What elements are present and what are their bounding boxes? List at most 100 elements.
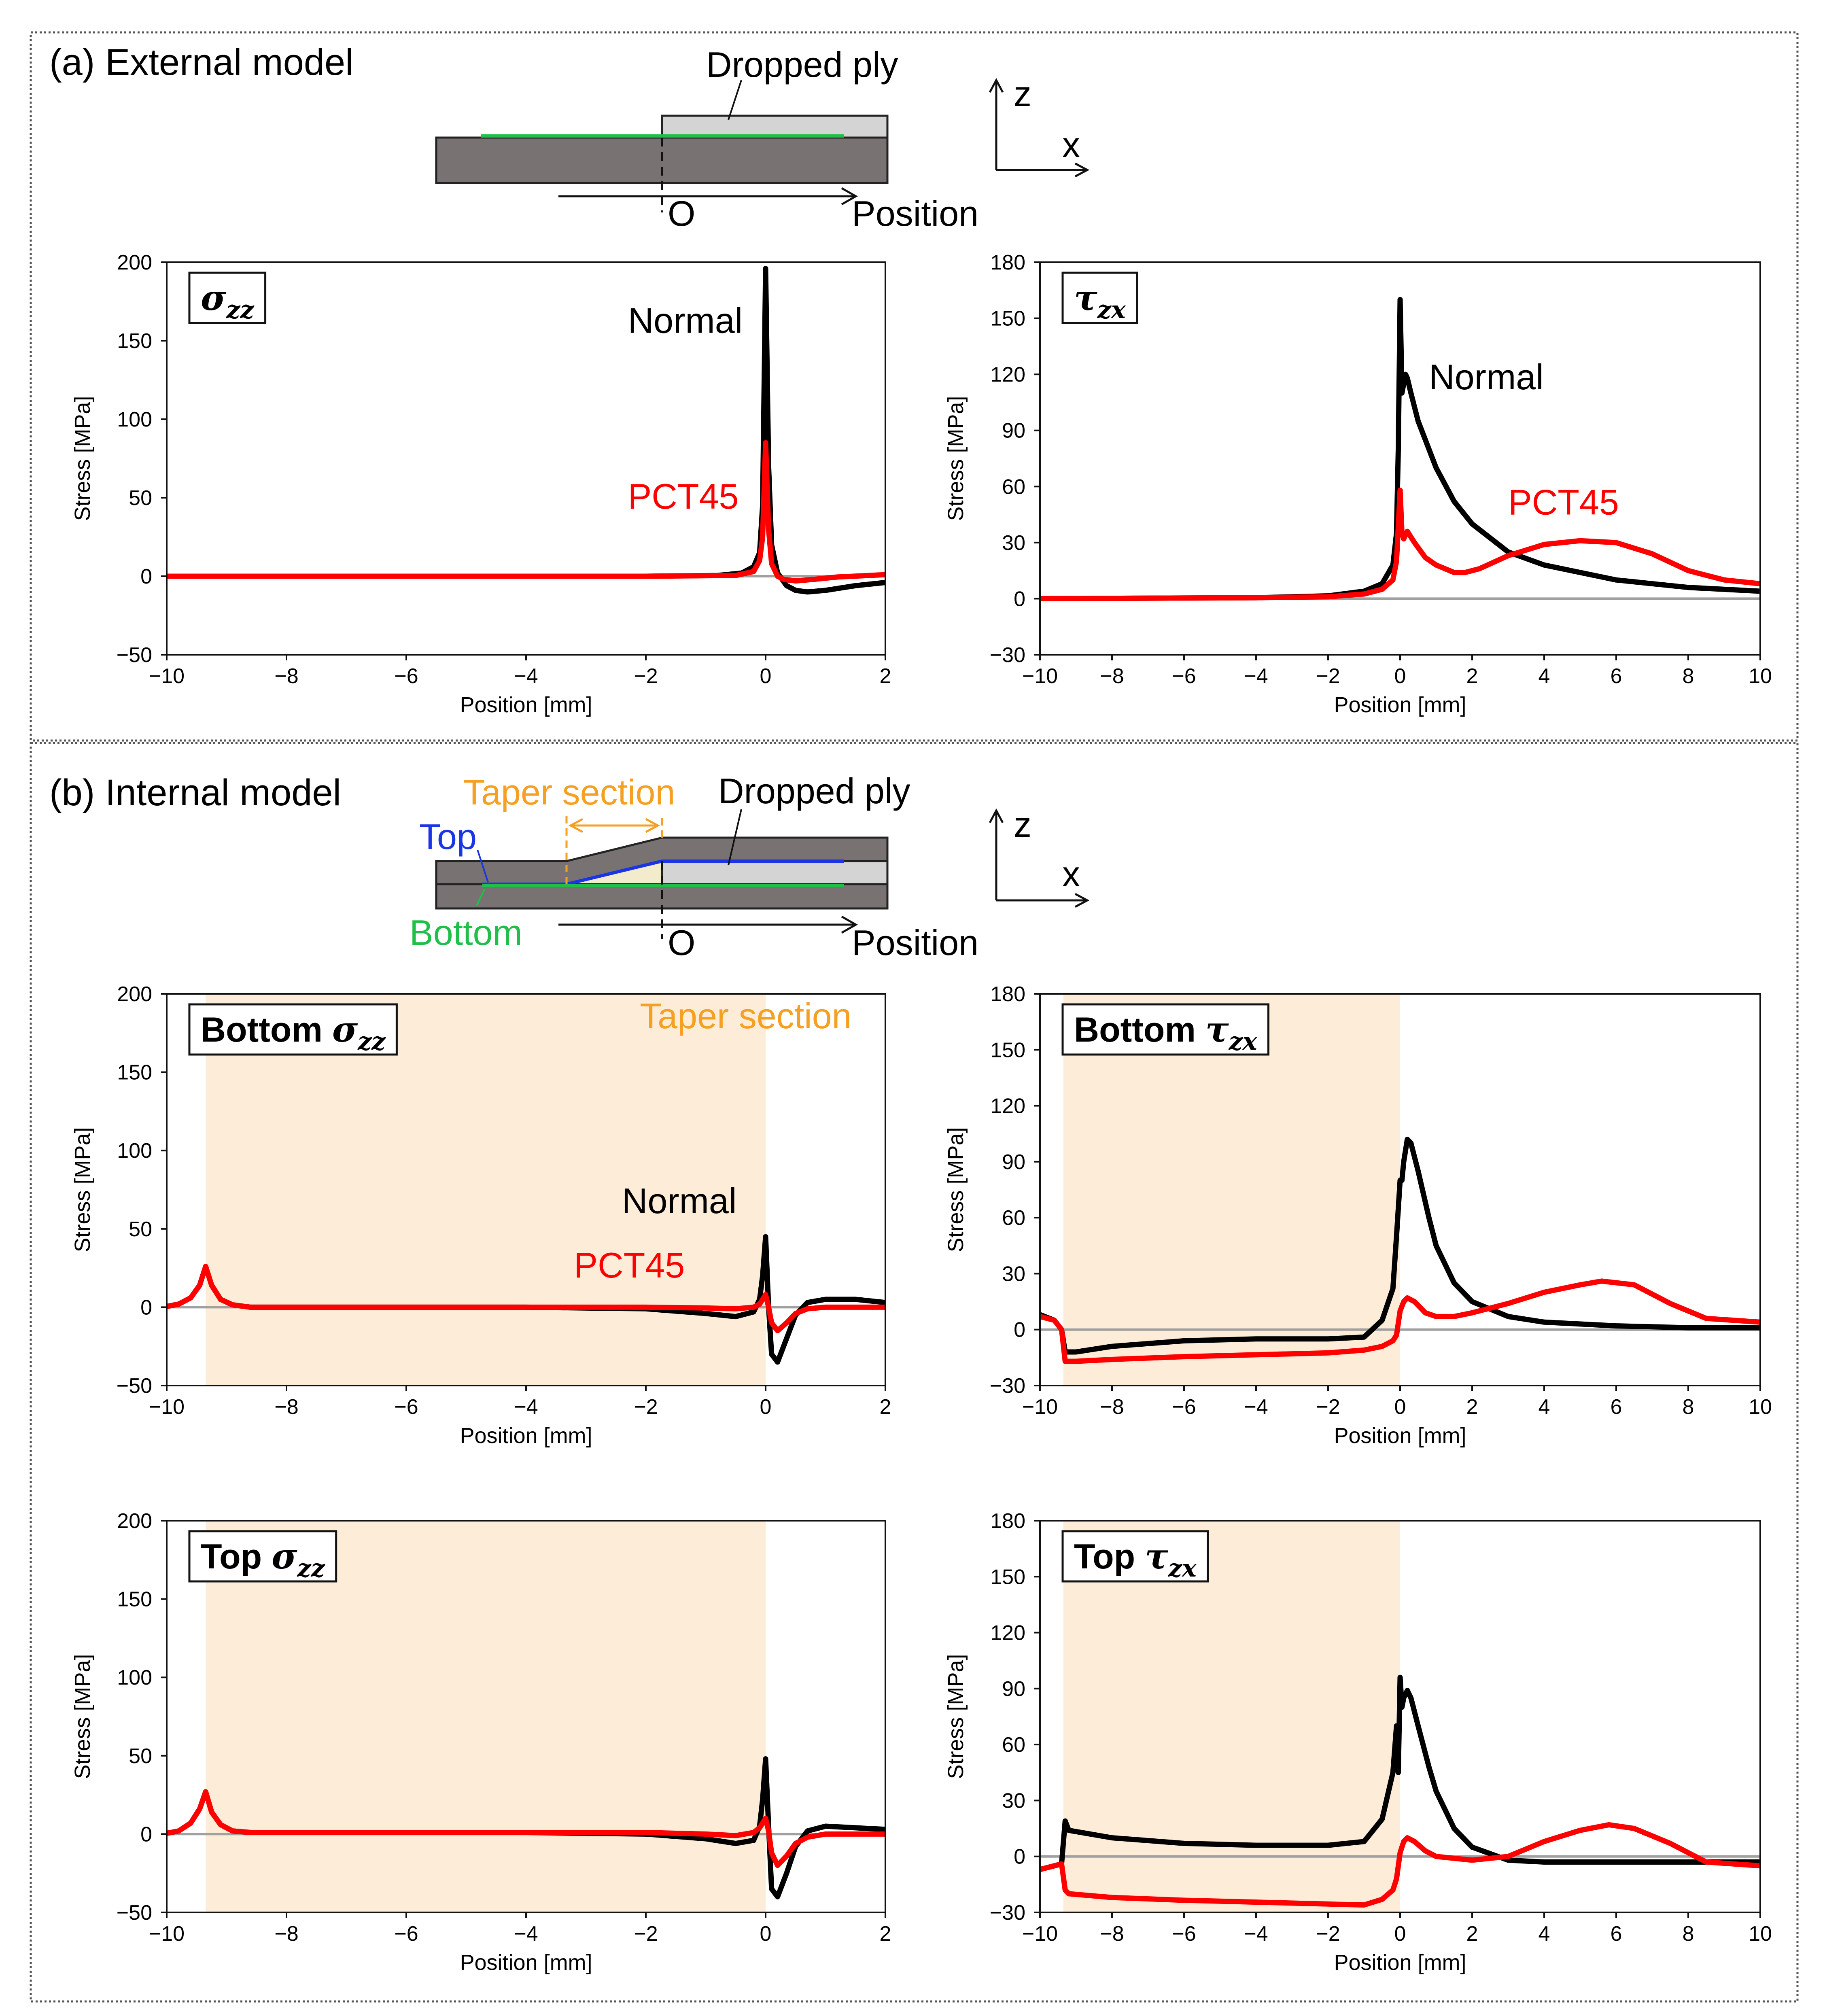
y-tick-label: 0: [140, 1296, 152, 1319]
plot-frame: [166, 261, 886, 656]
x-axis-arrowhead: [1074, 162, 1090, 178]
y-tick-label: 90: [1002, 419, 1025, 443]
y-tick-label: 30: [1002, 1789, 1025, 1812]
y-axis-label: Stress [MPa]: [944, 1654, 968, 1779]
x-tick-label: 0: [760, 1395, 772, 1419]
x-tick-label: −4: [1244, 664, 1268, 688]
y-tick-label: 120: [990, 1095, 1025, 1118]
chart-a-szz: −50 0 50 100 150 200 −10 −8 −6 −4 −2 0 2 Position [mm…: [70, 251, 891, 717]
x-tick-label: 2: [1466, 664, 1478, 688]
taper-section-band: [1063, 994, 1400, 1386]
x-tick-label: 2: [1466, 1395, 1478, 1419]
x-axis-label: Position [mm]: [460, 1950, 592, 1975]
x-axis-label: Position [mm]: [1334, 693, 1466, 717]
x-tick-label: −10: [149, 664, 185, 688]
component-box: [1061, 1003, 1270, 1056]
y-axis-label: Stress [MPa]: [944, 396, 968, 521]
y-tick-label: 30: [1002, 1262, 1025, 1286]
dropped-ply-leader: [728, 809, 742, 866]
y-tick-label: −30: [990, 1374, 1025, 1398]
x-tick-label: 4: [1539, 664, 1550, 688]
y-tick-label: 0: [140, 565, 152, 588]
x-tick-label: −6: [1172, 1922, 1196, 1946]
component-symbol: σ: [201, 278, 227, 318]
chart-b-bottom-szz: Taper section −50 0 50 100 150 200 −10 −8 −6 −4 −2 0…: [70, 983, 891, 1448]
x-tick-label: −2: [1316, 1395, 1340, 1419]
panel-b-label: (b) Internal model: [49, 772, 341, 813]
y-tick-label: 0: [1014, 1318, 1025, 1342]
z-axis-arrowhead: [989, 808, 1004, 823]
series-label-normal: Normal: [622, 1181, 737, 1221]
component-prefix: Top: [201, 1537, 272, 1576]
x-tick-label: −2: [634, 664, 658, 688]
x-axis-label: x: [1062, 854, 1080, 894]
x-tick-label: 6: [1611, 664, 1622, 688]
x-tick-label: −8: [274, 664, 298, 688]
dropped-ply-label: Dropped ply: [706, 45, 898, 85]
y-tick-label: 60: [1002, 1733, 1025, 1757]
bottom-leader: [476, 888, 486, 906]
leader-line: [728, 80, 742, 120]
external-model-schematic: Dropped ply O Position z x: [435, 45, 1090, 233]
x-tick-label: 2: [880, 1922, 891, 1946]
component-subscript: zz: [226, 296, 255, 324]
x-axis-arrowhead: [1074, 893, 1090, 908]
y-tick-label: −30: [990, 643, 1025, 667]
y-axis-label: Stress [MPa]: [70, 1654, 95, 1779]
chart-b-bottom-tzx: −30 0 30 60 90 120 150 180 −10 −8 −6 −4 −2 0 2 4 6 8 10 Pos…: [944, 983, 1772, 1448]
position-arrow-head: [841, 915, 858, 934]
y-tick-label: 150: [117, 329, 152, 353]
series-line-normal: [1040, 1674, 1760, 1872]
component-symbol: σ: [272, 1536, 297, 1577]
taper-section-band: [206, 1521, 766, 1912]
component-box: [188, 272, 267, 324]
dropped-ply-shape: [661, 860, 889, 885]
panel-a-border: [30, 31, 1799, 742]
component-prefix: Top: [1074, 1537, 1145, 1576]
x-tick-label: −8: [274, 1395, 298, 1419]
origin-label: O: [668, 193, 695, 233]
x-tick-label: 8: [1683, 1395, 1694, 1419]
x-tick-label: 2: [880, 1395, 891, 1419]
taper-span-right-head: [645, 818, 660, 833]
y-tick-label: 90: [1002, 1677, 1025, 1701]
position-arrow-head: [841, 187, 858, 206]
x-tick-label: 0: [760, 664, 772, 688]
x-tick-label: 4: [1539, 1395, 1550, 1419]
y-tick-label: 180: [990, 983, 1025, 1006]
y-tick-label: 100: [117, 1666, 152, 1689]
chart-b-top-tzx: −30 0 30 60 90 120 150 180 −10 −8 −6 −4 −2 0 2 4 6 8 10 Pos…: [944, 1509, 1772, 1975]
y-tick-label: 0: [1014, 587, 1025, 611]
series-line-pct45: [167, 1789, 885, 1868]
top-label: Top: [419, 817, 477, 857]
series-label-pct45: PCT45: [1508, 482, 1619, 522]
series-label-normal: Normal: [1429, 357, 1544, 397]
x-tick-label: −10: [149, 1922, 185, 1946]
component-title: Top σzz: [201, 1536, 326, 1583]
series-label-normal: Normal: [628, 301, 743, 341]
x-tick-label: 8: [1683, 664, 1694, 688]
chart-b-top-szz: −50 0 50 100 150 200 −10 −8 −6 −4 −2 0 2 Position [mm…: [70, 1509, 891, 1975]
x-tick-label: −2: [1316, 664, 1340, 688]
component-prefix: Bottom: [1074, 1010, 1205, 1049]
x-axis-label: Position [mm]: [460, 1424, 592, 1448]
x-tick-label: −6: [1172, 664, 1196, 688]
x-tick-label: −4: [514, 1395, 538, 1419]
component-symbol: τ: [1205, 1009, 1229, 1050]
series-line-pct45: [1040, 488, 1760, 601]
y-tick-label: 100: [117, 408, 152, 431]
y-tick-label: 180: [990, 1509, 1025, 1533]
series-line-pct45: [1040, 1278, 1760, 1364]
x-tick-label: −8: [274, 1922, 298, 1946]
y-tick-label: 0: [140, 1823, 152, 1846]
x-tick-label: −4: [1244, 1395, 1268, 1419]
y-tick-label: 150: [990, 307, 1025, 331]
component-symbol: τ: [1074, 278, 1097, 318]
y-tick-label: 150: [990, 1565, 1025, 1589]
y-tick-label: 60: [1002, 1206, 1025, 1230]
y-tick-label: 50: [129, 1218, 152, 1241]
component-box: [1061, 272, 1138, 324]
y-tick-label: 0: [1014, 1845, 1025, 1869]
component-symbol: τ: [1145, 1536, 1168, 1577]
